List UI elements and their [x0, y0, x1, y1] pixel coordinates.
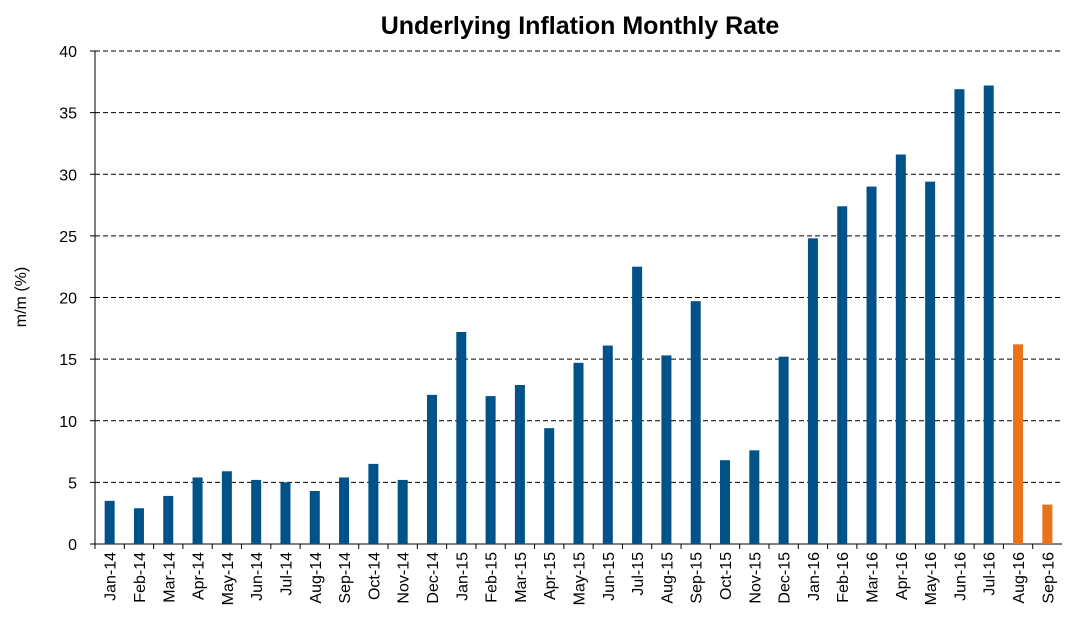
bar [720, 460, 731, 544]
bar [192, 477, 203, 544]
x-tick-label: Jun-14 [249, 552, 266, 601]
bar [749, 450, 760, 544]
bar [778, 356, 789, 544]
x-tick-label: Mar-14 [161, 552, 178, 603]
bar [280, 482, 291, 544]
bar [807, 238, 818, 544]
bar [954, 89, 965, 545]
bar [339, 477, 350, 544]
bar [1013, 344, 1024, 544]
x-tick-label: Jan-14 [103, 552, 120, 601]
bar [1042, 504, 1053, 544]
bar [368, 463, 379, 544]
x-tick-label: Apr-14 [191, 552, 208, 600]
bar [133, 508, 144, 544]
bar [983, 85, 994, 544]
bar [661, 355, 672, 544]
bar [925, 181, 936, 544]
x-tick-label: Jan-16 [806, 552, 823, 601]
x-tick-label: Feb-16 [835, 552, 852, 603]
x-tick-label: May-16 [923, 552, 940, 605]
x-tick-label: Mar-15 [513, 552, 530, 603]
bar [866, 186, 877, 544]
bar [221, 471, 232, 544]
bar [544, 428, 555, 544]
y-tick-label: 5 [68, 475, 77, 492]
y-tick-label: 0 [68, 537, 77, 554]
bar [690, 301, 701, 544]
y-axis-label: m/m (%) [13, 267, 30, 327]
x-tick-label: Aug-15 [659, 552, 676, 604]
x-tick-label: Jul-15 [630, 552, 647, 596]
bar [456, 332, 467, 544]
x-tick-label: Jul-14 [278, 552, 295, 596]
bar [632, 266, 643, 544]
x-tick-label: May-14 [220, 552, 237, 605]
bar [895, 154, 906, 544]
x-tick-label: Aug-16 [1011, 552, 1028, 604]
x-tick-label: May-15 [572, 552, 589, 605]
x-tick-label: Dec-14 [425, 552, 442, 604]
bar [426, 394, 437, 544]
x-tick-label: Jun-16 [952, 552, 969, 601]
x-tick-label: Mar-16 [865, 552, 882, 603]
x-tick-label: Feb-14 [132, 552, 149, 603]
y-tick-label: 25 [59, 229, 77, 246]
y-tick-label: 20 [59, 291, 77, 308]
x-tick-label: Dec-15 [777, 552, 794, 604]
x-tick-label: Nov-15 [747, 552, 764, 604]
bar [514, 385, 525, 544]
x-tick-label: Nov-14 [396, 552, 413, 604]
x-tick-label: Sep-16 [1040, 552, 1057, 604]
y-tick-label: 30 [59, 167, 77, 184]
bar [397, 479, 408, 544]
x-tick-label: Oct-15 [718, 552, 735, 600]
y-tick-label: 35 [59, 106, 77, 123]
bar [104, 500, 115, 544]
x-tick-label: Sep-14 [337, 552, 354, 604]
x-tick-label: Jun-15 [601, 552, 618, 601]
x-tick-label: Oct-14 [366, 552, 383, 600]
x-tick-label: Sep-15 [689, 552, 706, 604]
y-tick-label: 10 [59, 414, 77, 431]
bar [309, 491, 320, 544]
x-tick-label: Apr-15 [542, 552, 559, 600]
x-tick-label: Jul-16 [982, 552, 999, 596]
chart-title: Underlying Inflation Monthly Rate [381, 12, 780, 40]
bar [602, 345, 613, 544]
x-tick-label: Feb-15 [484, 552, 501, 603]
bar [163, 495, 174, 544]
bar [251, 479, 262, 544]
bar [837, 206, 848, 545]
x-tick-label: Aug-14 [308, 552, 325, 604]
bar [485, 396, 496, 544]
x-tick-label: Apr-16 [894, 552, 911, 600]
y-tick-label: 40 [59, 44, 77, 61]
y-tick-label: 15 [59, 352, 77, 369]
x-tick-label: Jan-15 [454, 552, 471, 601]
bar [573, 362, 584, 544]
